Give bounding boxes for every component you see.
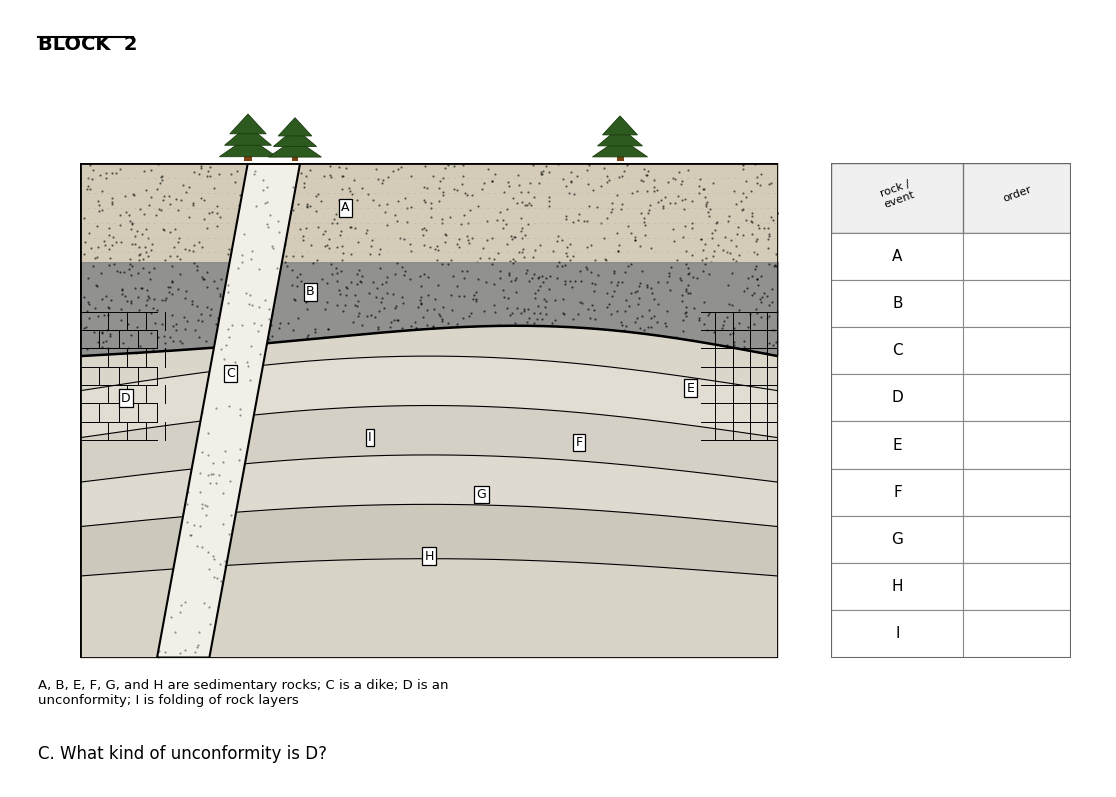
Text: D: D — [892, 391, 903, 406]
Polygon shape — [603, 116, 637, 135]
Text: E: E — [686, 382, 694, 395]
Text: rock /
event: rock / event — [878, 179, 916, 210]
Text: A: A — [892, 249, 903, 264]
Bar — [831, 469, 1071, 516]
Polygon shape — [593, 138, 647, 157]
Text: C: C — [892, 344, 903, 358]
Text: D: D — [121, 391, 131, 405]
Text: G: G — [892, 532, 903, 547]
Polygon shape — [278, 118, 311, 136]
Text: BLOCK  2: BLOCK 2 — [38, 35, 137, 54]
Text: B: B — [892, 296, 903, 311]
Text: order: order — [1002, 185, 1033, 204]
Polygon shape — [157, 163, 300, 658]
Text: G: G — [477, 488, 487, 501]
Text: B: B — [306, 285, 315, 298]
Bar — [616, 152, 624, 161]
Text: C. What kind of unconformity is D?: C. What kind of unconformity is D? — [38, 745, 327, 763]
Polygon shape — [273, 128, 317, 147]
Bar — [831, 280, 1071, 327]
Bar — [831, 422, 1071, 469]
Polygon shape — [269, 139, 321, 157]
Bar — [291, 153, 298, 161]
Bar — [831, 327, 1071, 375]
Text: A, B, E, F, G, and H are sedimentary rocks; C is a dike; D is an
unconformity; I: A, B, E, F, G, and H are sedimentary roc… — [38, 679, 449, 707]
Bar — [831, 563, 1071, 611]
Text: H: H — [892, 579, 903, 595]
Polygon shape — [597, 127, 643, 146]
Bar — [831, 375, 1071, 422]
Text: I: I — [895, 626, 899, 642]
Polygon shape — [220, 137, 277, 157]
Text: F: F — [576, 436, 583, 449]
Text: F: F — [893, 485, 902, 500]
Text: H: H — [424, 550, 434, 563]
Text: E: E — [893, 438, 902, 453]
Polygon shape — [230, 114, 267, 134]
Bar — [831, 611, 1071, 658]
Bar — [831, 163, 1071, 233]
Text: A: A — [341, 202, 349, 214]
Polygon shape — [224, 125, 271, 145]
Bar — [831, 516, 1071, 563]
Bar — [244, 152, 251, 161]
Text: I: I — [368, 431, 372, 444]
Text: C: C — [225, 367, 234, 380]
Bar — [831, 233, 1071, 280]
